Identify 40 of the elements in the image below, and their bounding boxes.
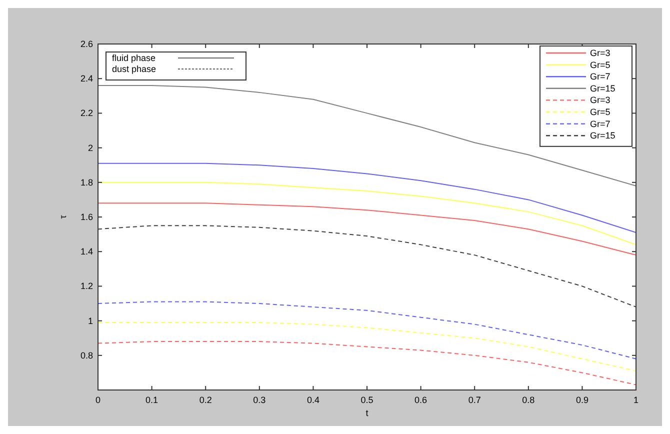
y-tick-label: 1.6	[80, 212, 93, 222]
line-series	[98, 162, 636, 234]
line-series	[98, 202, 636, 256]
legend-label: Gr=7	[590, 72, 610, 82]
line-series	[98, 225, 636, 308]
x-tick-label: 0.1	[146, 395, 158, 405]
x-tick-label: 0.5	[360, 395, 374, 405]
y-tick-label: 1	[88, 316, 93, 326]
y-tick-label: 2.4	[80, 74, 93, 84]
y-tick-label: 2.6	[80, 39, 93, 49]
y-tick-label: 1.8	[80, 177, 93, 188]
y-tick-label: 2.2	[80, 108, 93, 118]
legend-label: Gr=7	[590, 118, 610, 129]
annotation: dust phase	[112, 64, 156, 74]
x-tick-label: 0.8	[522, 395, 535, 405]
y-tick-label: 1.2	[80, 281, 93, 292]
x-axis-title: t	[366, 408, 369, 418]
line-series	[98, 322, 636, 372]
line-series	[98, 85, 636, 186]
legend-label: Gr=5	[590, 107, 610, 117]
y-tick-label: 1.4	[80, 246, 93, 257]
legend-label: Gr=15	[590, 83, 616, 94]
line-series	[98, 301, 636, 360]
x-tick-label: 0.2	[199, 395, 212, 405]
x-tick-label: 0.3	[253, 395, 266, 405]
legend-label: Gr=3	[590, 48, 610, 58]
x-tick-label: 1	[633, 395, 639, 405]
y-tick-label: 2	[88, 142, 93, 153]
legend-label: Gr=15	[590, 130, 616, 141]
x-tick-label: 0.4	[306, 395, 320, 405]
x-tick-label: 0.9	[576, 395, 588, 405]
x-tick-label: 0	[95, 395, 101, 405]
x-tick-label: 0.7	[468, 395, 481, 405]
line-series	[98, 341, 636, 386]
x-tick-label: 0.6	[414, 395, 428, 405]
legend-label: Gr=3	[590, 95, 610, 106]
annotation: fluid phase	[112, 53, 156, 63]
y-tick-label: 0.8	[80, 350, 93, 360]
legend-label: Gr=5	[590, 60, 610, 70]
y-axis-title: τ	[58, 214, 68, 219]
